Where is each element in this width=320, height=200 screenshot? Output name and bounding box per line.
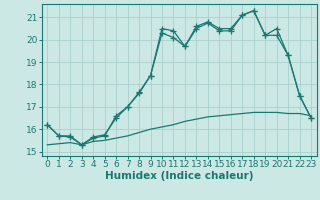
X-axis label: Humidex (Indice chaleur): Humidex (Indice chaleur)	[105, 171, 253, 181]
